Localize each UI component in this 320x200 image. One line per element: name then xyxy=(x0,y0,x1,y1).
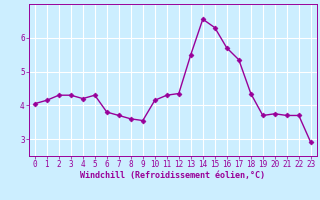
X-axis label: Windchill (Refroidissement éolien,°C): Windchill (Refroidissement éolien,°C) xyxy=(80,171,265,180)
